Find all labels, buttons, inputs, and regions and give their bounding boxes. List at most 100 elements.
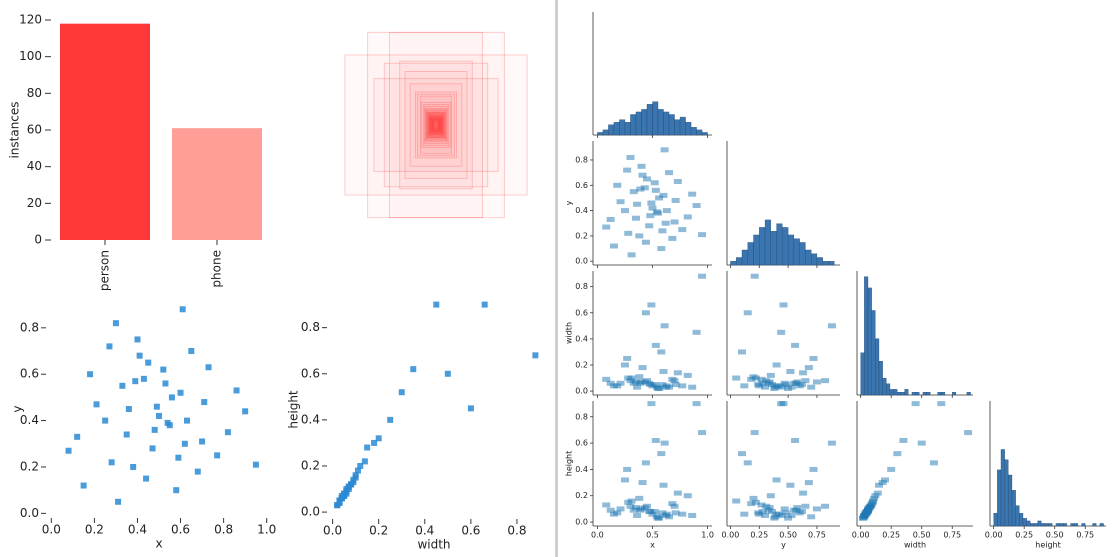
histogram-bar bbox=[652, 101, 659, 136]
label-box bbox=[424, 106, 448, 144]
histogram-bar bbox=[630, 114, 637, 136]
density-cell bbox=[767, 509, 776, 515]
point bbox=[371, 439, 378, 446]
point bbox=[338, 495, 345, 502]
y-axis-label: width bbox=[565, 322, 574, 344]
density-cell bbox=[657, 246, 666, 252]
density-cell bbox=[638, 172, 647, 178]
x-axis-label: width bbox=[417, 538, 450, 552]
density-cell bbox=[636, 507, 645, 513]
density-cell bbox=[627, 498, 636, 504]
density-cell bbox=[673, 490, 682, 496]
point bbox=[481, 301, 488, 308]
x-axis-label: height bbox=[1035, 541, 1061, 550]
density-cell bbox=[660, 440, 669, 446]
y-tick-label: 0.0 bbox=[575, 257, 588, 266]
histogram-bar bbox=[822, 261, 829, 266]
histogram-bar bbox=[1008, 474, 1013, 527]
histogram-bar bbox=[613, 122, 620, 136]
point bbox=[140, 375, 147, 382]
density-cell bbox=[692, 329, 701, 335]
y-tick-label: 0.6 bbox=[575, 308, 588, 317]
point bbox=[361, 458, 368, 465]
histogram-bar bbox=[878, 361, 883, 396]
density-cell bbox=[620, 208, 629, 214]
density-cell bbox=[786, 369, 795, 375]
density-cell bbox=[804, 365, 813, 371]
label-box bbox=[404, 71, 468, 179]
density-cell bbox=[698, 232, 707, 238]
density-cell bbox=[641, 239, 650, 245]
density-cell bbox=[772, 511, 781, 517]
point bbox=[151, 426, 158, 433]
point bbox=[115, 498, 122, 505]
histogram-bar bbox=[674, 119, 681, 136]
y-tick-label: 0.6 bbox=[20, 367, 39, 381]
density-cell bbox=[673, 370, 682, 376]
histogram-bar bbox=[753, 234, 760, 266]
density-cell bbox=[878, 480, 887, 486]
point bbox=[119, 382, 126, 389]
histogram-bar bbox=[730, 261, 737, 266]
histogram-bar bbox=[663, 111, 670, 136]
histogram-bar bbox=[1063, 523, 1068, 527]
x-tick-label: 0.75 bbox=[943, 531, 961, 540]
y-tick-label: 80 bbox=[27, 86, 42, 100]
density-cell bbox=[688, 384, 697, 390]
point bbox=[214, 452, 221, 459]
histogram-bar bbox=[966, 392, 971, 396]
density-cell bbox=[881, 477, 890, 483]
y-tick-label: 0.4 bbox=[575, 334, 588, 343]
density-cell bbox=[758, 380, 767, 386]
histogram-bar bbox=[937, 392, 942, 396]
histogram-bar bbox=[608, 124, 615, 136]
y-axis-label: height bbox=[287, 390, 301, 429]
density-cell bbox=[799, 370, 808, 376]
y-tick-label: 0.2 bbox=[575, 231, 588, 240]
histogram-bar bbox=[893, 389, 898, 396]
density-cell bbox=[646, 382, 655, 388]
histogram-bar bbox=[685, 122, 692, 136]
density-cell bbox=[893, 451, 902, 457]
density-cell bbox=[871, 493, 880, 499]
density-cell bbox=[757, 376, 766, 382]
density-cell bbox=[688, 191, 697, 197]
density-cell bbox=[778, 512, 787, 518]
histogram-bar bbox=[900, 392, 905, 396]
x-tick-label: 0.4 bbox=[415, 524, 434, 538]
label-box bbox=[389, 31, 483, 219]
density-cell bbox=[758, 509, 767, 515]
density-cell bbox=[616, 380, 625, 386]
y-tick-label: 120 bbox=[19, 13, 42, 27]
y-tick-label: 0.6 bbox=[575, 439, 588, 448]
histogram-bar bbox=[747, 242, 754, 266]
density-cell bbox=[646, 213, 655, 219]
density-cell bbox=[616, 199, 625, 205]
density-cell bbox=[620, 362, 629, 368]
histogram-bar bbox=[993, 513, 998, 527]
y-tick-label: 0.8 bbox=[20, 320, 39, 334]
density-cell bbox=[613, 182, 622, 188]
label-box bbox=[427, 112, 445, 138]
density-cell bbox=[678, 511, 687, 517]
density-cell bbox=[740, 511, 749, 517]
label-box bbox=[431, 117, 441, 133]
density-cell bbox=[671, 382, 680, 388]
density-cell bbox=[670, 378, 679, 384]
x-axis-label: x bbox=[155, 537, 162, 551]
density-cell bbox=[786, 482, 795, 488]
density-cell bbox=[657, 451, 666, 457]
density-cell bbox=[670, 219, 679, 225]
label-box bbox=[431, 118, 441, 132]
point bbox=[224, 429, 231, 436]
density-cell bbox=[665, 514, 674, 520]
density-cell bbox=[662, 383, 671, 389]
histogram-bar bbox=[889, 389, 894, 396]
label-box bbox=[409, 83, 463, 167]
histogram-bar bbox=[1044, 523, 1049, 527]
label-box bbox=[414, 91, 458, 159]
label-box bbox=[430, 117, 442, 133]
histogram-bar bbox=[911, 392, 916, 396]
histogram-bar bbox=[1081, 523, 1086, 527]
label-box bbox=[425, 108, 447, 142]
